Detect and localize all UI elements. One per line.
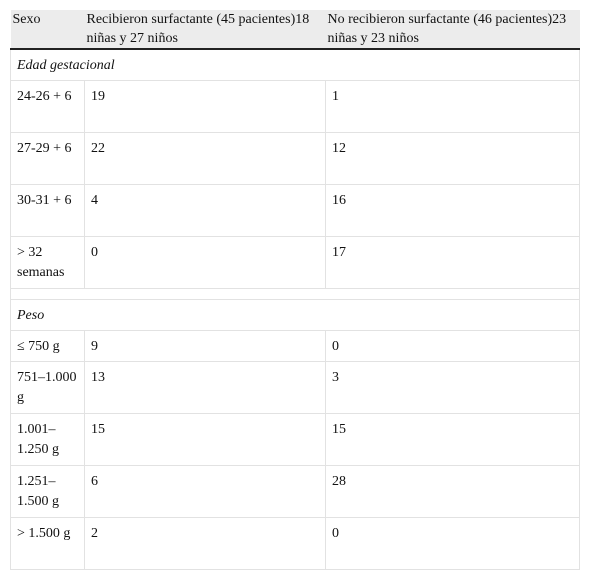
row-label: 30-31 + 6	[10, 184, 85, 237]
header-row: Sexo Recibieron surfactante (45 pacientes…	[10, 10, 580, 50]
value-cell: 4	[84, 184, 326, 237]
table-body: Edad gestacional 24-26 + 6 19 1 27-29 + 6 22 1…	[10, 48, 580, 570]
table-header: Sexo Recibieron surfactante (45 pacientes…	[10, 10, 580, 50]
value-cell: 1	[325, 80, 580, 133]
value-cell: 0	[325, 330, 580, 362]
row-label: 1.251–1.500 g	[10, 465, 85, 518]
value-cell: 17	[325, 236, 580, 289]
row-label: > 1.500 g	[10, 517, 85, 570]
data-table: Sexo Recibieron surfactante (45 pacientes…	[10, 10, 580, 570]
section-row: Edad gestacional	[10, 48, 580, 81]
row-label: 751–1.000 g	[10, 361, 85, 414]
header-cell: Sexo	[10, 10, 85, 50]
data-row: 1.001–1.250 g 15 15	[10, 413, 580, 466]
row-label: 24-26 + 6	[10, 80, 85, 133]
spacer-cell	[10, 288, 580, 300]
value-cell: 19	[84, 80, 326, 133]
value-cell: 16	[325, 184, 580, 237]
value-cell: 15	[84, 413, 326, 466]
row-label: > 32 semanas	[10, 236, 85, 289]
value-cell: 13	[84, 361, 326, 414]
data-row: 27-29 + 6 22 12	[10, 132, 580, 185]
value-cell: 22	[84, 132, 326, 185]
header-cell: No recibieron surfactante (46 pacientes)…	[325, 10, 580, 50]
section-title: Peso	[10, 299, 580, 331]
value-cell: 6	[84, 465, 326, 518]
value-cell: 0	[84, 236, 326, 289]
section-row: Peso	[10, 299, 580, 331]
value-cell: 2	[84, 517, 326, 570]
data-row: 30-31 + 6 4 16	[10, 184, 580, 237]
section-title: Edad gestacional	[10, 48, 580, 81]
data-row: 24-26 + 6 19 1	[10, 80, 580, 133]
value-cell: 0	[325, 517, 580, 570]
value-cell: 15	[325, 413, 580, 466]
value-cell: 9	[84, 330, 326, 362]
value-cell: 28	[325, 465, 580, 518]
value-cell: 12	[325, 132, 580, 185]
data-row: 751–1.000 g 13 3	[10, 361, 580, 414]
header-cell: Recibieron surfactante (45 pacientes)18 …	[84, 10, 326, 50]
value-cell: 3	[325, 361, 580, 414]
spacer-row	[10, 288, 580, 300]
row-label: ≤ 750 g	[10, 330, 85, 362]
data-row: > 32 semanas 0 17	[10, 236, 580, 289]
data-row: 1.251–1.500 g 6 28	[10, 465, 580, 518]
row-label: 27-29 + 6	[10, 132, 85, 185]
row-label: 1.001–1.250 g	[10, 413, 85, 466]
